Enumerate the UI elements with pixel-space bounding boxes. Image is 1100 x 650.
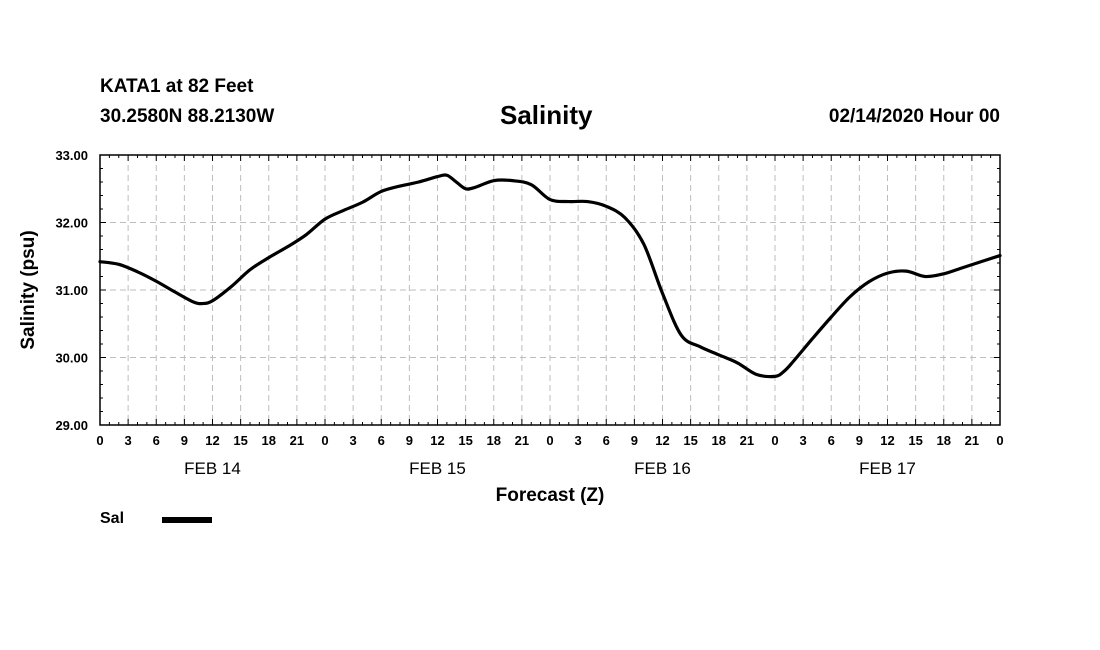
- y-tick-label: 29.00: [55, 418, 88, 433]
- forecast-timestamp: 02/14/2020 Hour 00: [828, 106, 1000, 127]
- x-tick-label: 12: [205, 433, 219, 448]
- x-tick-label: 18: [487, 433, 501, 448]
- x-tick-label: 21: [965, 433, 979, 448]
- day-label: FEB 14: [184, 459, 241, 478]
- x-tick-label: 0: [96, 433, 103, 448]
- legend-label: Sal: [100, 510, 125, 527]
- x-tick-label: 3: [800, 433, 807, 448]
- x-tick-label: 12: [430, 433, 444, 448]
- x-tick-label: 9: [406, 433, 413, 448]
- x-tick-label: 6: [603, 433, 610, 448]
- station-label: KATA1 at 82 Feet: [100, 76, 254, 97]
- x-tick-label: 15: [233, 433, 247, 448]
- axis-labels: 0 3 6 9 12 15 18 21 0 3 6 9 12 15 18 21 0 3 6 9 12 15 18 21 0 3 6 9…: [55, 148, 1003, 478]
- y-tick-label: 30.00: [55, 351, 88, 366]
- x-tick-label: 18: [712, 433, 726, 448]
- salinity-series-line: [98, 173, 1002, 379]
- x-tick-label: 21: [740, 433, 754, 448]
- x-tick-label: 15: [683, 433, 697, 448]
- day-label: FEB 16: [634, 459, 691, 478]
- x-tick-label: 3: [575, 433, 582, 448]
- x-tick-label: 6: [153, 433, 160, 448]
- x-tick-label: 0: [546, 433, 553, 448]
- x-tick-label: 21: [290, 433, 304, 448]
- x-tick-label: 3: [350, 433, 357, 448]
- x-tick-label: 0: [996, 433, 1003, 448]
- x-tick-label: 0: [771, 433, 778, 448]
- y-tick-label: 32.00: [55, 216, 88, 231]
- x-tick-label: 18: [262, 433, 276, 448]
- day-label: FEB 17: [859, 459, 916, 478]
- x-tick-label: 9: [631, 433, 638, 448]
- y-axis-title: Salinity (psu): [18, 230, 39, 349]
- x-tick-label: 21: [515, 433, 529, 448]
- x-tick-label: 15: [908, 433, 922, 448]
- x-tick-label: 6: [828, 433, 835, 448]
- day-label: FEB 15: [409, 459, 466, 478]
- coordinates-label: 30.2580N 88.2130W: [100, 106, 275, 127]
- chart-title: Salinity: [500, 100, 593, 130]
- legend-swatch: [162, 517, 212, 523]
- x-tick-label: 18: [937, 433, 951, 448]
- x-tick-label: 6: [378, 433, 385, 448]
- grid-lines: [100, 155, 1000, 425]
- y-tick-label: 33.00: [55, 148, 88, 163]
- x-tick-label: 12: [655, 433, 669, 448]
- x-tick-label: 9: [181, 433, 188, 448]
- x-tick-label: 9: [856, 433, 863, 448]
- x-tick-label: 3: [125, 433, 132, 448]
- x-axis-title: Forecast (Z): [496, 485, 605, 506]
- x-tick-label: 12: [880, 433, 894, 448]
- axis-ticks: [99, 154, 1001, 426]
- x-tick-label: 15: [458, 433, 472, 448]
- y-tick-label: 31.00: [55, 283, 88, 298]
- x-tick-label: 0: [321, 433, 328, 448]
